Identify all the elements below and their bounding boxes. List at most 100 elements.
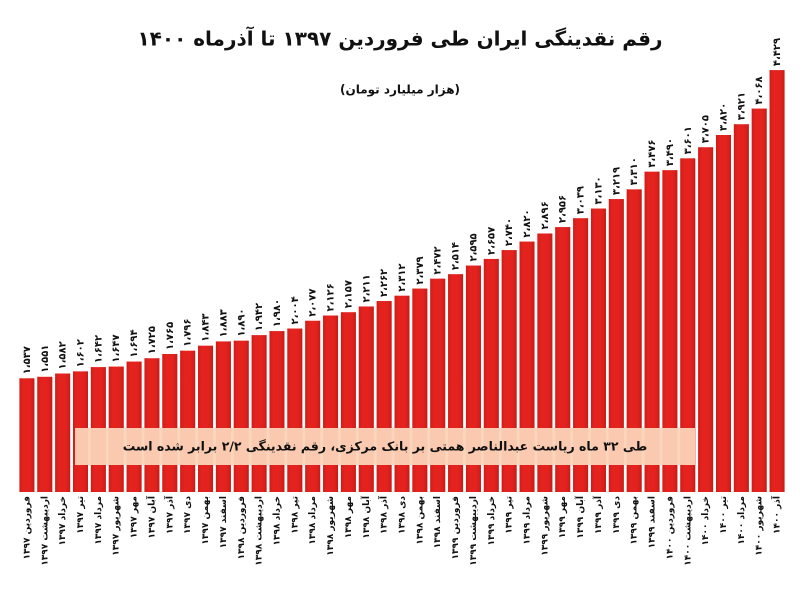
value-label: ۳،۴۷۶: [647, 139, 658, 167]
x-tick-label: مرداد ۱۴۰۰: [737, 496, 747, 545]
x-tick-label: فروردین ۱۳۹۸: [237, 496, 247, 560]
value-label: ۲،۰۷۷: [308, 289, 319, 317]
value-label: ۲،۸۹۶: [540, 201, 551, 229]
value-label: ۲،۱۲۶: [326, 283, 337, 311]
bar-shade: [251, 335, 267, 492]
value-label: ۳،۸۲۰: [718, 103, 729, 131]
x-tick-label: اردیبهشت ۱۳۹۷: [40, 496, 50, 566]
annotation: طی ۳۲ ماه ریاست عبدالناصر همتی بر بانک م…: [123, 439, 648, 454]
value-label: ۱،۸۹۰: [236, 308, 247, 336]
bar-shade: [162, 353, 178, 492]
x-tick-label: خرداد ۱۳۹۸: [272, 496, 282, 546]
value-label: ۱،۶۴۷: [111, 334, 122, 362]
value-label: ۳،۷۰۵: [701, 115, 712, 143]
value-label: ۳،۰۳۹: [576, 186, 587, 214]
x-tick-label: تیر ۱۳۹۷: [76, 496, 86, 534]
x-tick-label: بهمن ۱۳۹۹: [630, 496, 640, 545]
value-label: ۱،۷۲۵: [147, 326, 158, 354]
x-tick-label: آذر ۱۳۹۷: [163, 495, 175, 534]
x-tick-label: خرداد ۱۳۹۹: [487, 496, 497, 546]
value-label: ۲،۸۲۰: [522, 209, 533, 237]
bar-shade: [305, 320, 321, 492]
bar-shade: [198, 345, 214, 492]
value-label: ۲،۴۷۲: [433, 246, 444, 274]
bar-shade: [733, 124, 749, 493]
value-label: ۲،۰۰۴: [290, 296, 301, 324]
bar-shade: [769, 70, 785, 492]
value-label: ۱،۶۹۴: [129, 329, 140, 357]
x-tick-label: اسفند ۱۳۹۹: [648, 496, 658, 548]
value-label: ۳،۹۲۱: [736, 92, 747, 120]
bar-shade: [573, 218, 589, 492]
x-tick-label: شهریور ۱۳۹۸: [326, 496, 336, 556]
value-label: ۱،۷۹۶: [183, 318, 194, 346]
x-tick-label: خرداد ۱۳۹۷: [58, 496, 68, 546]
value-label: ۲،۱۵۷: [343, 280, 354, 308]
bar-shade: [537, 233, 553, 492]
x-tick-label: مهر ۱۳۹۸: [344, 496, 354, 538]
x-tick-label: دی ۱۳۹۹: [612, 496, 622, 534]
value-label: ۲،۵۹۵: [468, 233, 479, 261]
bar-shade: [715, 135, 731, 492]
x-tick-label: اردیبهشت ۱۳۹۹: [469, 496, 479, 566]
x-tick-label: مرداد ۱۳۹۸: [308, 496, 318, 545]
x-tick-label: مهر ۱۳۹۷: [130, 496, 140, 538]
bar-shade: [340, 312, 356, 492]
x-tick-label: فروردین ۱۳۹۹: [451, 496, 461, 560]
value-label: ۲،۲۶۲: [379, 269, 390, 297]
x-tick-label: آذر ۱۳۹۸: [378, 495, 390, 534]
x-tick-label: دی ۱۳۹۷: [183, 496, 193, 534]
bar-shade: [233, 340, 249, 492]
value-label: ۳،۲۱۹: [611, 167, 622, 195]
value-label: ۳،۴۹۰: [665, 138, 676, 166]
annotation-box: [75, 428, 695, 465]
bar-shade: [323, 315, 339, 492]
x-tick-label: اردیبهشت ۱۳۹۸: [255, 496, 265, 566]
x-tick-label: شهریور ۱۳۹۹: [540, 496, 550, 556]
value-label: ۳،۱۳۰: [593, 176, 604, 204]
value-label: ۴،۴۲۹: [772, 38, 783, 66]
bar-shade: [680, 158, 696, 492]
bar-shade: [590, 208, 606, 493]
value-label: ۱،۵۵۱: [40, 345, 51, 373]
value-label: ۱،۹۸۰: [272, 299, 283, 327]
value-label: ۲،۹۵۶: [558, 195, 569, 223]
x-tick-label: تیر ۱۳۹۹: [505, 496, 515, 534]
x-tick-label: مرداد ۱۳۹۹: [523, 496, 533, 545]
bar-shade: [126, 361, 142, 492]
value-label: ۲،۵۱۴: [451, 242, 462, 270]
value-label: ۴،۰۶۸: [754, 76, 765, 104]
x-tick-label: اسفند ۱۳۹۷: [219, 496, 229, 548]
bar-shade: [608, 199, 624, 492]
x-tick-label: خرداد ۱۴۰۰: [701, 496, 711, 546]
x-tick-label: آذر ۱۴۰۰: [771, 495, 783, 534]
chart-title: رقم نقدینگی ایران طی فروردین ۱۳۹۷ تا آذر…: [137, 26, 662, 51]
x-tick-label: آبان ۱۳۹۹: [574, 495, 586, 539]
bar-shade: [698, 147, 714, 492]
x-tick-label: فروردین ۱۳۹۷: [22, 496, 32, 560]
bar-shade: [555, 227, 571, 493]
bar-shade: [19, 378, 35, 492]
x-tick-label: اسفند ۱۳۹۸: [433, 496, 443, 548]
value-label: ۱،۵۸۲: [58, 341, 69, 369]
value-label: ۳،۶۰۱: [683, 126, 694, 154]
bar-shade: [269, 331, 285, 492]
value-label: ۱،۷۶۵: [165, 322, 176, 350]
value-label: ۱،۹۴۲: [254, 303, 265, 331]
bar-shade: [287, 328, 303, 492]
value-label: ۱،۸۸۳: [218, 309, 229, 337]
bar-shade: [644, 171, 660, 492]
bar-shade: [751, 108, 767, 492]
value-label: ۱،۶۰۲: [76, 339, 87, 367]
bar-shade: [180, 350, 196, 492]
bar-shade: [144, 358, 160, 492]
x-tick-label: آذر ۱۳۹۹: [592, 495, 604, 534]
value-label: ۲،۶۵۷: [486, 227, 497, 255]
chart-subtitle: (هزار میلیارد تومان): [340, 83, 460, 98]
x-tick-label: شهریور ۱۳۹۷: [112, 496, 122, 556]
x-tick-label: بهمن ۱۳۹۷: [201, 496, 211, 545]
value-label: ۳،۳۱۰: [629, 157, 640, 185]
value-label: ۲،۲۱۱: [361, 274, 372, 302]
x-tick-label: بهمن ۱۳۹۸: [415, 496, 425, 545]
